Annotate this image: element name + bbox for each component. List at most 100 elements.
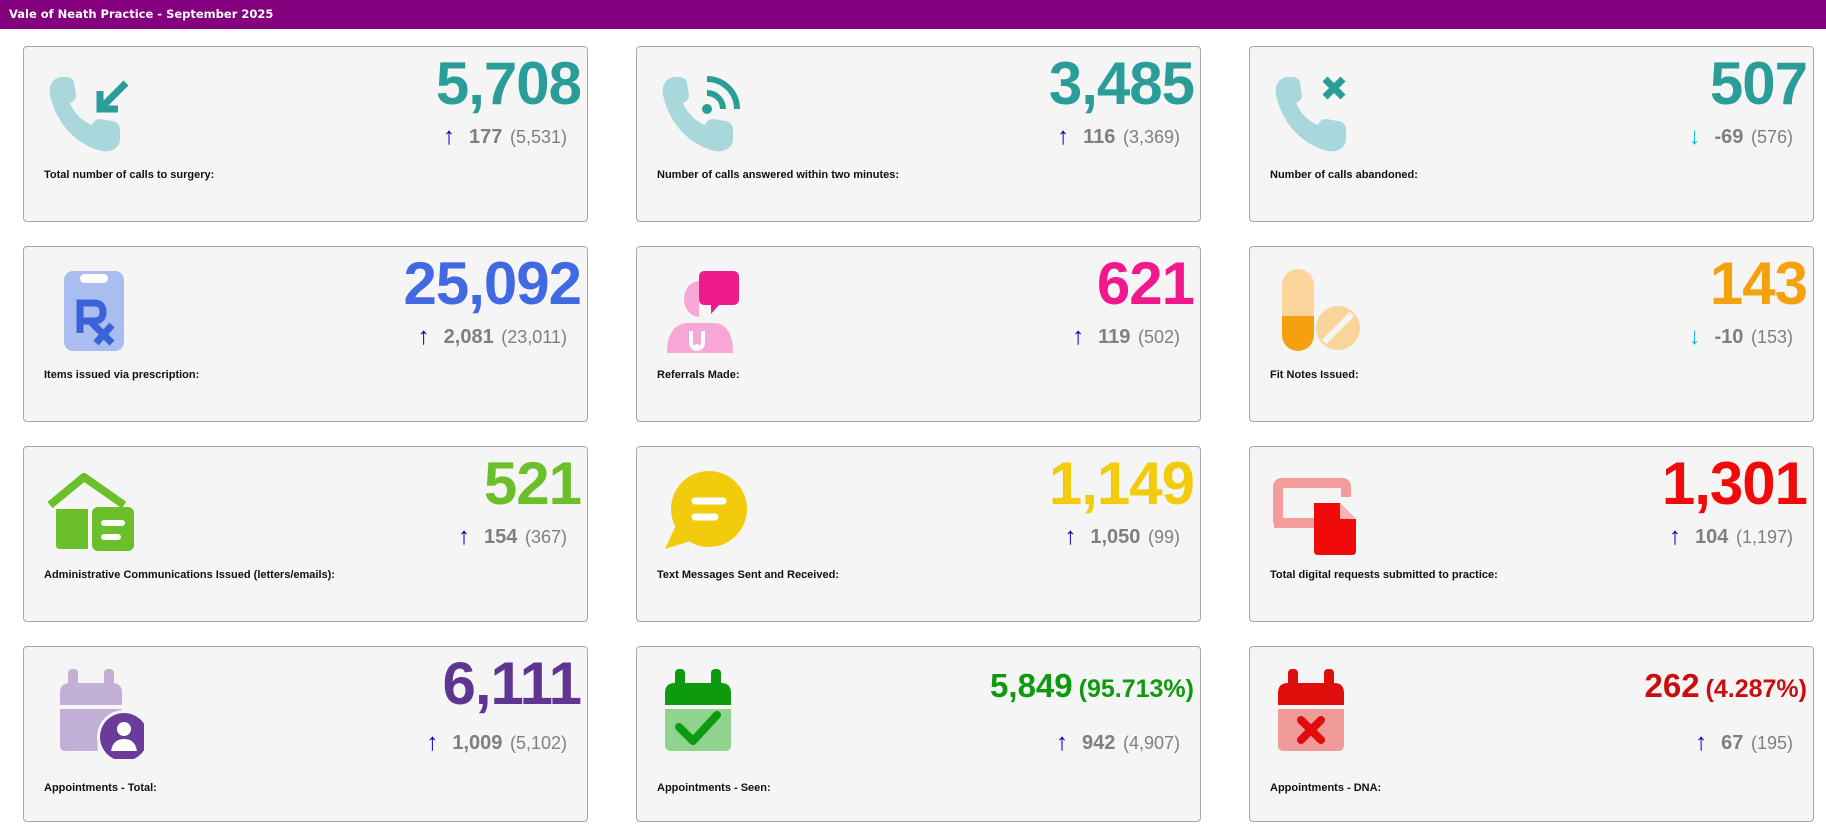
previous-value: (153)	[1750, 327, 1793, 347]
metric-change: ↑ 1,050 (99)	[1064, 523, 1180, 552]
metric-change: ↓ -10 (153)	[1689, 323, 1794, 352]
header-bar: Vale of Neath Practice - September 2025	[0, 0, 1826, 29]
card-admin-communications: 521 ↑ 154 (367) Administrative Communicat…	[23, 446, 588, 622]
value-number: 5,849	[990, 667, 1073, 704]
change-value: 67	[1721, 732, 1744, 754]
change-value: 104	[1695, 526, 1729, 548]
change-value: 2,081	[443, 326, 494, 348]
metric-label: Items issued via prescription:	[44, 369, 200, 381]
house-document-icon	[40, 463, 144, 559]
arrow-icon: ↑	[1057, 123, 1070, 150]
arrow-icon: ↑	[1056, 729, 1069, 756]
metric-label: Appointments - Seen:	[657, 782, 771, 794]
metric-label: Fit Notes Issued:	[1270, 369, 1359, 381]
metric-label: Appointments - DNA:	[1270, 782, 1382, 794]
card-appointments-dna: 262 (4.287%) ↑ 67 (195) Appointments - DNA…	[1249, 646, 1814, 822]
value-percent: (95.713%)	[1078, 675, 1194, 703]
card-appointments-seen: 5,849 (95.713%) ↑ 942 (4,907) Appointments…	[636, 646, 1201, 822]
previous-value: (1,197)	[1735, 527, 1793, 547]
arrow-icon: ↑	[1695, 729, 1708, 756]
calendar-cross-icon	[1266, 663, 1370, 759]
card-fit-notes: 143 ↓ -10 (153) Fit Notes Issued:	[1249, 246, 1814, 422]
previous-value: (367)	[524, 527, 567, 547]
metric-change: ↑ 116 (3,369)	[1057, 123, 1180, 152]
doctor-referral-icon	[653, 263, 757, 359]
previous-value: (195)	[1750, 733, 1793, 753]
arrow-icon: ↑	[426, 729, 439, 756]
previous-value: (3,369)	[1122, 127, 1180, 147]
metric-change: ↑ 104 (1,197)	[1669, 523, 1793, 552]
arrow-icon: ↑	[1072, 323, 1085, 350]
metric-value: 1,149	[1048, 450, 1195, 517]
metric-value: 521	[483, 450, 582, 517]
metric-value: 621	[1096, 250, 1195, 317]
calendar-check-icon	[653, 663, 757, 759]
metric-value: 25,092	[403, 250, 582, 317]
metric-value: 5,849 (95.713%)	[990, 666, 1194, 706]
metric-value: 3,485	[1048, 50, 1195, 117]
metric-change: ↑ 1,009 (5,102)	[426, 729, 567, 758]
arrow-icon: ↑	[1064, 523, 1077, 550]
metric-value: 6,111	[442, 650, 582, 717]
metric-change: ↑ 154 (367)	[458, 523, 567, 552]
previous-value: (23,011)	[501, 327, 567, 347]
metric-label: Referrals Made:	[657, 369, 740, 381]
change-value: -10	[1714, 326, 1744, 348]
value-percent: (4.287%)	[1705, 675, 1807, 703]
card-text-messages: 1,149 ↑ 1,050 (99) Text Messages Sent and…	[636, 446, 1201, 622]
card-digital-requests: 1,301 ↑ 104 (1,197) Total digital request…	[1249, 446, 1814, 622]
metric-label: Number of calls abandoned:	[1270, 169, 1418, 181]
incoming-call-icon	[40, 63, 144, 159]
previous-value: (99)	[1147, 527, 1180, 547]
digital-request-icon	[1266, 463, 1370, 559]
metric-label: Number of calls answered within two minu…	[657, 169, 900, 181]
arrow-icon: ↑	[1669, 523, 1682, 550]
metric-change: ↑ 942 (4,907)	[1056, 729, 1180, 758]
metric-label: Total number of calls to surgery:	[44, 169, 215, 181]
metric-value: 507	[1709, 50, 1808, 117]
metric-value: 262 (4.287%)	[1644, 666, 1807, 706]
page-title: Vale of Neath Practice - September 2025	[9, 7, 274, 21]
calendar-person-icon	[40, 663, 144, 759]
metric-label: Text Messages Sent and Received:	[657, 569, 839, 581]
metric-label: Total digital requests submitted to prac…	[1270, 569, 1498, 581]
change-value: 154	[484, 526, 518, 548]
metric-change: ↑ 67 (195)	[1695, 729, 1793, 758]
previous-value: (576)	[1750, 127, 1793, 147]
metric-value: 1,301	[1661, 450, 1808, 517]
card-appointments-total: 6,111 ↑ 1,009 (5,102) Appointments - Tota…	[23, 646, 588, 822]
pills-icon	[1266, 263, 1370, 359]
arrow-icon: ↑	[458, 523, 471, 550]
metric-change: ↓ -69 (576)	[1689, 123, 1794, 152]
value-number: 262	[1644, 667, 1700, 704]
active-call-icon	[653, 63, 757, 159]
previous-value: (4,907)	[1122, 733, 1180, 753]
card-referrals: 621 ↑ 119 (502) Referrals Made:	[636, 246, 1201, 422]
card-prescriptions: 25,092 ↑ 2,081 (23,011) Items issued via …	[23, 246, 588, 422]
missed-call-icon	[1266, 63, 1370, 159]
arrow-icon: ↓	[1688, 123, 1701, 150]
change-value: 1,009	[452, 732, 503, 754]
arrow-icon: ↑	[443, 123, 456, 150]
previous-value: (5,531)	[509, 127, 567, 147]
arrow-icon: ↑	[417, 323, 430, 350]
metric-change: ↑ 2,081 (23,011)	[418, 323, 567, 352]
change-value: 1,050	[1090, 526, 1141, 548]
change-value: 177	[469, 126, 503, 148]
card-total-calls: 5,708 ↑ 177 (5,531) Total number of calls…	[23, 46, 588, 222]
previous-value: (5,102)	[509, 733, 567, 753]
card-calls-answered: 3,485 ↑ 116 (3,369) Number of calls answe…	[636, 46, 1201, 222]
change-value: 116	[1083, 126, 1116, 148]
metric-change: ↑ 119 (502)	[1072, 323, 1180, 352]
metric-change: ↑ 177 (5,531)	[443, 123, 567, 152]
arrow-icon: ↓	[1688, 323, 1701, 350]
chat-bubble-icon	[653, 463, 757, 559]
metric-label: Administrative Communications Issued (le…	[44, 569, 335, 581]
card-calls-abandoned: 507 ↓ -69 (576) Number of calls abandoned…	[1249, 46, 1814, 222]
change-value: -69	[1714, 126, 1744, 148]
prescription-icon	[40, 263, 144, 359]
metric-value: 5,708	[435, 50, 582, 117]
metric-label: Appointments - Total:	[44, 782, 157, 794]
change-value: 942	[1082, 732, 1116, 754]
metric-value: 143	[1709, 250, 1808, 317]
